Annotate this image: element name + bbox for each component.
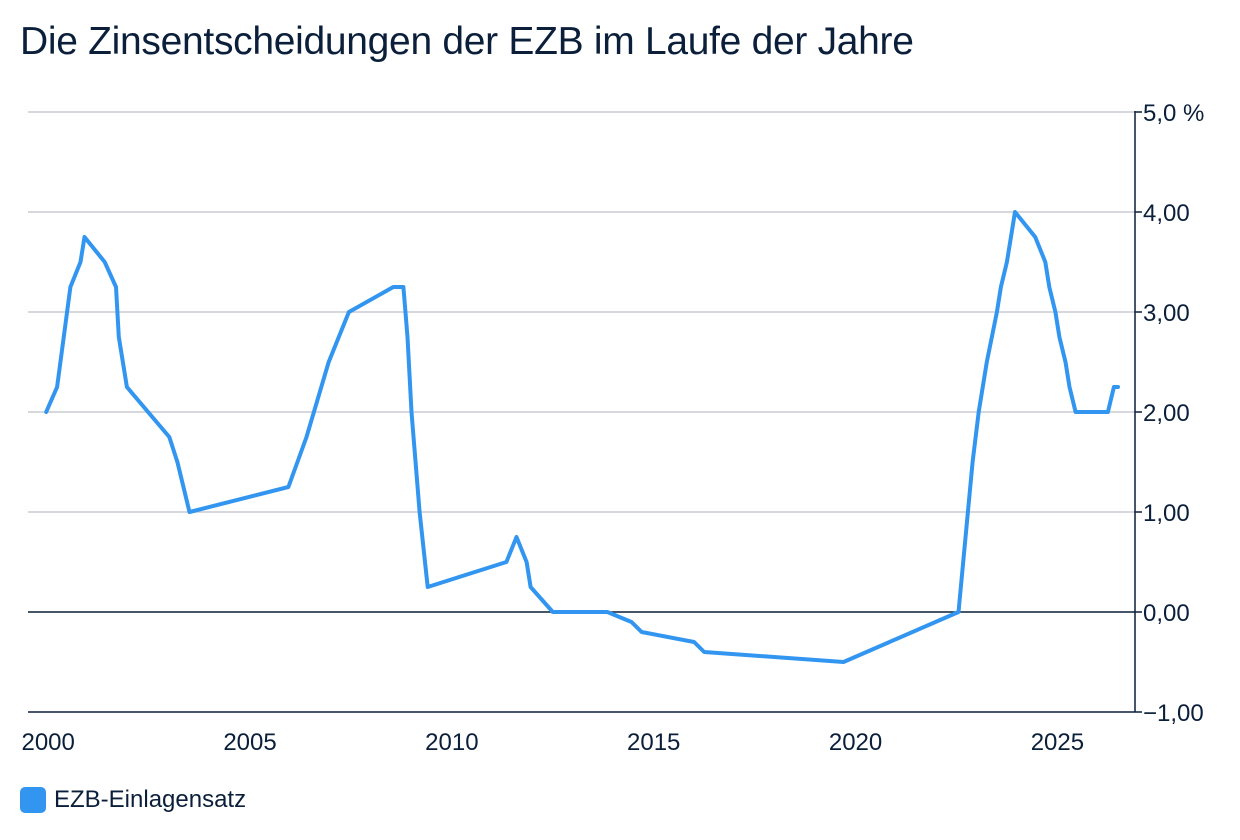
x-tick-label: 2020 bbox=[829, 729, 882, 756]
x-tick-label: 2005 bbox=[223, 729, 276, 756]
x-tick-label: 2015 bbox=[627, 729, 680, 756]
y-tick-label: −1,00 bbox=[1143, 700, 1204, 727]
legend-label: EZB-Einlagensatz bbox=[54, 786, 247, 813]
legend: EZB-Einlagensatz bbox=[20, 786, 246, 814]
x-tick-label: 2000 bbox=[21, 729, 74, 756]
x-tick-label: 2010 bbox=[425, 729, 478, 756]
y-tick-label: 5,0 % bbox=[1143, 100, 1204, 127]
x-tick-label: 2025 bbox=[1031, 729, 1084, 756]
series-layer bbox=[44, 210, 1120, 664]
legend-swatch bbox=[20, 787, 46, 813]
series-line-ezb-einlagensatz bbox=[44, 210, 1120, 664]
y-tick-label: 0,00 bbox=[1143, 600, 1190, 627]
chart-title: Die Zinsentscheidungen der EZB im Laufe … bbox=[20, 20, 914, 63]
y-tick-label: 1,00 bbox=[1143, 500, 1190, 527]
y-tick-label: 3,00 bbox=[1143, 300, 1190, 327]
gridlines bbox=[28, 111, 1135, 513]
tick-labels: 5,0 % 4,00 3,00 2,00 1,00 0,00 −1,00 2000 2005 20… bbox=[21, 100, 1204, 756]
y-tick-label: 2,00 bbox=[1143, 400, 1190, 427]
y-tick-label: 4,00 bbox=[1143, 200, 1190, 227]
